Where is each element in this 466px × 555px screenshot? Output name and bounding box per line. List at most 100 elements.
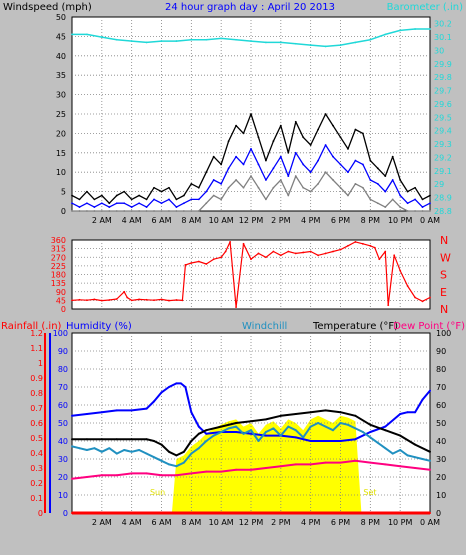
data-point xyxy=(339,461,342,464)
data-point xyxy=(429,459,431,462)
data-point xyxy=(86,299,88,302)
data-point xyxy=(279,414,282,417)
tick-label-x-bottom: 6 AM xyxy=(151,518,171,527)
data-point xyxy=(115,202,118,205)
sunrise-annotation: Sun xyxy=(150,488,165,497)
data-point xyxy=(71,445,73,448)
data-point xyxy=(265,256,267,259)
tick-label-barometer: 29.1 xyxy=(434,167,452,176)
data-point xyxy=(250,40,252,42)
data-point xyxy=(324,144,327,146)
data-point xyxy=(387,304,390,307)
data-point xyxy=(324,113,327,115)
data-point xyxy=(399,413,402,415)
data-point xyxy=(250,113,252,115)
barometer-axis-label: Barometer (.in) xyxy=(387,2,463,13)
data-point xyxy=(100,194,103,197)
data-point xyxy=(279,155,282,158)
tick-label-direction: 135 xyxy=(51,279,66,288)
tick-label-barometer: 29.5 xyxy=(434,113,452,122)
data-point xyxy=(197,425,200,428)
compass-label: E xyxy=(440,286,447,299)
data-point xyxy=(145,41,148,44)
data-point xyxy=(220,182,223,185)
data-point xyxy=(414,456,417,459)
tick-label-rainfall: 0.3 xyxy=(30,464,43,473)
data-point xyxy=(115,210,118,212)
data-point xyxy=(384,190,387,193)
tick-label-rainfall: 0.8 xyxy=(30,389,43,398)
data-point xyxy=(294,463,297,466)
data-point xyxy=(384,250,387,253)
data-point xyxy=(175,198,178,201)
data-point xyxy=(399,269,402,272)
data-point xyxy=(399,465,402,468)
data-point xyxy=(85,413,88,415)
data-point xyxy=(361,186,364,189)
data-point xyxy=(399,194,402,197)
data-point xyxy=(78,298,81,301)
data-point xyxy=(361,431,364,433)
data-point xyxy=(250,175,252,177)
data-point xyxy=(317,159,320,162)
data-point xyxy=(279,465,282,468)
data-point xyxy=(406,210,409,212)
data-point xyxy=(190,411,193,414)
data-point xyxy=(182,210,185,212)
tick-label-barometer: 29 xyxy=(434,180,444,189)
data-point xyxy=(272,167,275,170)
data-point xyxy=(229,241,232,243)
tick-label-direction: 270 xyxy=(51,253,66,262)
data-point xyxy=(347,244,349,247)
data-point xyxy=(265,41,267,44)
data-point xyxy=(354,41,357,44)
data-point xyxy=(205,263,208,265)
data-point xyxy=(235,422,238,424)
data-point xyxy=(175,474,178,477)
data-point xyxy=(309,171,312,174)
tick-label-windspeed: 15 xyxy=(56,149,66,158)
data-point xyxy=(145,438,148,441)
data-point xyxy=(332,155,334,158)
data-point xyxy=(309,190,312,193)
tick-label-x-top: 8 PM xyxy=(361,216,380,225)
data-point xyxy=(197,447,200,450)
tick-label-rainfall: 0.9 xyxy=(30,374,43,383)
tick-label-rainfall: 0.5 xyxy=(30,434,43,443)
data-point xyxy=(265,159,267,162)
tick-label-temperature: 30 xyxy=(436,455,446,464)
data-point xyxy=(399,29,402,32)
data-point xyxy=(294,413,297,415)
data-point xyxy=(294,429,297,432)
data-point xyxy=(220,198,223,201)
data-point xyxy=(369,159,372,162)
data-point xyxy=(235,425,238,428)
data-point xyxy=(220,431,223,433)
data-point xyxy=(115,298,118,300)
data-point xyxy=(369,198,372,201)
data-point xyxy=(71,202,73,205)
data-point xyxy=(257,136,260,139)
data-point xyxy=(317,254,320,257)
data-point xyxy=(324,45,327,48)
data-point xyxy=(384,175,387,177)
data-point xyxy=(414,28,416,30)
data-point xyxy=(339,44,342,46)
data-point xyxy=(272,186,275,189)
data-point xyxy=(272,140,275,143)
data-point xyxy=(429,210,431,212)
tick-label-rainfall: 0.7 xyxy=(30,404,43,413)
data-point xyxy=(212,258,215,261)
data-point xyxy=(324,425,327,428)
data-point xyxy=(317,128,320,131)
data-point xyxy=(376,182,379,185)
data-point xyxy=(257,252,260,255)
data-point xyxy=(309,425,312,428)
data-point xyxy=(361,242,364,245)
data-point xyxy=(160,459,163,462)
data-point xyxy=(332,250,334,253)
data-point xyxy=(220,163,223,166)
data-point xyxy=(279,124,282,127)
data-point xyxy=(391,155,394,158)
